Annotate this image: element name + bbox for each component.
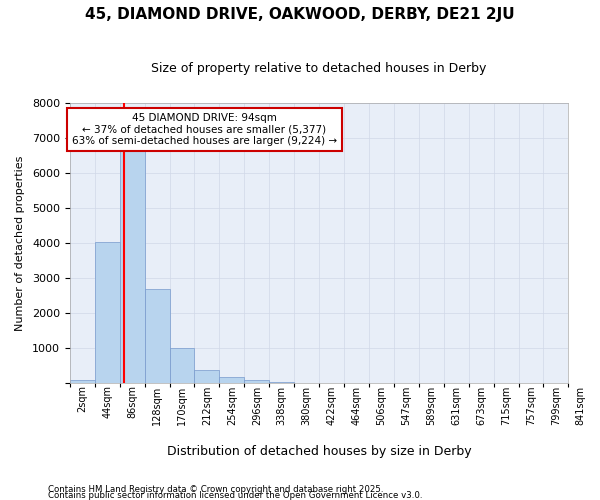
Text: 422sqm: 422sqm [326,386,337,425]
Text: Contains public sector information licensed under the Open Government Licence v3: Contains public sector information licen… [48,490,422,500]
Text: 45, DIAMOND DRIVE, OAKWOOD, DERBY, DE21 2JU: 45, DIAMOND DRIVE, OAKWOOD, DERBY, DE21 … [85,8,515,22]
Bar [70,380,95,382]
Text: 86sqm: 86sqm [127,386,137,418]
Bar [145,289,170,382]
Text: 170sqm: 170sqm [177,386,187,424]
Bar [244,380,269,382]
Text: 45 DIAMOND DRIVE: 94sqm
← 37% of detached houses are smaller (5,377)
63% of semi: 45 DIAMOND DRIVE: 94sqm ← 37% of detache… [72,113,337,146]
Title: Size of property relative to detached houses in Derby: Size of property relative to detached ho… [151,62,487,76]
Text: 589sqm: 589sqm [426,386,436,424]
X-axis label: Distribution of detached houses by size in Derby: Distribution of detached houses by size … [167,444,472,458]
Text: 296sqm: 296sqm [252,386,262,424]
Text: 506sqm: 506sqm [376,386,386,424]
Text: Contains HM Land Registry data © Crown copyright and database right 2025.: Contains HM Land Registry data © Crown c… [48,484,383,494]
Text: 212sqm: 212sqm [202,386,212,425]
Text: 673sqm: 673sqm [476,386,486,424]
Bar [170,348,194,382]
Text: 2sqm: 2sqm [77,386,87,412]
Text: 338sqm: 338sqm [277,386,287,424]
Text: 254sqm: 254sqm [227,386,237,425]
Text: 44sqm: 44sqm [102,386,112,418]
Y-axis label: Number of detached properties: Number of detached properties [15,155,25,330]
Text: 841sqm: 841sqm [576,386,586,424]
Text: 464sqm: 464sqm [352,386,361,424]
Bar [119,150,145,382]
Text: 380sqm: 380sqm [302,386,311,424]
Bar [95,242,119,382]
Text: 547sqm: 547sqm [401,386,412,425]
Bar [194,370,220,382]
Text: 128sqm: 128sqm [152,386,162,424]
Text: 757sqm: 757sqm [526,386,536,425]
Text: 799sqm: 799sqm [551,386,561,424]
Text: 715sqm: 715sqm [501,386,511,425]
Bar [220,378,244,382]
Text: 631sqm: 631sqm [451,386,461,424]
